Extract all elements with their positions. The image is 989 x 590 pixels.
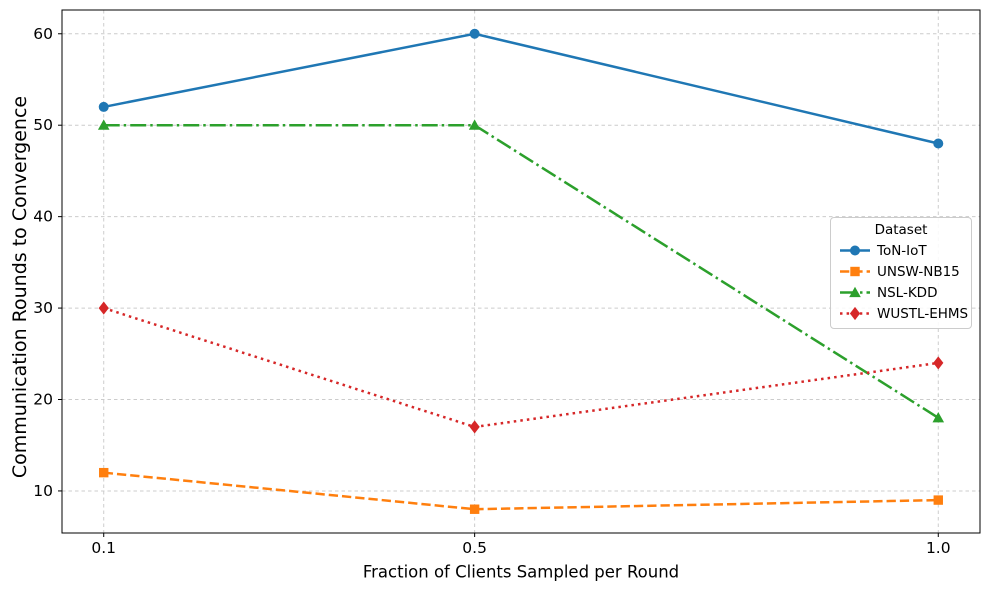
legend-title: Dataset <box>874 222 928 238</box>
diamond-marker <box>933 356 944 370</box>
legend-item-label: NSL-KDD <box>877 284 938 301</box>
y-tick-label: 40 <box>33 208 53 226</box>
square-marker <box>850 266 860 277</box>
y-tick-label: 60 <box>33 25 53 43</box>
series-unsw-nb15 <box>99 467 943 514</box>
plot-border <box>61 9 981 534</box>
dotted-line-sample-icon <box>840 306 870 321</box>
square-marker <box>933 495 943 505</box>
x-tick-label: 0.5 <box>462 539 487 557</box>
y-tick-label: 20 <box>33 391 53 409</box>
x-tick-label: 0.1 <box>91 539 116 557</box>
square-marker <box>469 504 480 514</box>
series-line <box>103 32 939 145</box>
triangle-marker <box>97 119 110 130</box>
series-ton-iot <box>98 28 944 149</box>
dashdot-line-sample-icon <box>840 286 870 298</box>
circle-marker <box>469 28 480 39</box>
legend-item-wustl-ehms: WUSTL-EHMS <box>839 303 968 324</box>
x-axis-label: Fraction of Clients Sampled per Round <box>362 562 680 582</box>
circle-marker <box>98 101 109 112</box>
legend-item-label: ToN-IoT <box>877 242 927 259</box>
legend: Dataset ToN-IoT UNSW-NB15 NSL-KDD WUSTL-EHM… <box>830 217 972 329</box>
legend-item-nsl-kdd: NSL-KDD <box>839 282 963 303</box>
diamond-marker <box>469 420 480 434</box>
triangle-marker <box>468 119 481 130</box>
triangle-marker <box>849 286 861 298</box>
circle-marker <box>933 138 944 149</box>
dashed-line-sample-icon <box>840 266 870 277</box>
y-axis-label: Communication Rounds to Convergence <box>9 95 31 479</box>
legend-item-ton-iot: ToN-IoT <box>839 240 963 261</box>
legend-items: ToN-IoT UNSW-NB15 NSL-KDD WUSTL-EHMS <box>839 240 968 324</box>
series-nsl-kdd <box>97 119 945 423</box>
series-wustl-ehms <box>98 301 944 434</box>
x-tick-label: 1.0 <box>926 539 951 557</box>
diamond-marker <box>849 306 861 321</box>
series-line <box>103 123 939 419</box>
legend-item-label: UNSW-NB15 <box>877 263 960 280</box>
triangle-marker <box>932 411 945 423</box>
legend-item-unsw-nb15: UNSW-NB15 <box>839 261 963 282</box>
circle-marker <box>850 245 860 256</box>
series-line <box>103 471 939 511</box>
solid-line-sample-icon <box>840 245 870 256</box>
y-tick-label: 50 <box>33 116 53 134</box>
square-marker <box>99 467 109 478</box>
legend-item-label: WUSTL-EHMS <box>877 305 969 322</box>
y-tick-label: 30 <box>33 299 53 317</box>
diamond-marker <box>98 301 109 315</box>
series-line <box>103 306 939 429</box>
y-tick-label: 10 <box>33 482 53 500</box>
